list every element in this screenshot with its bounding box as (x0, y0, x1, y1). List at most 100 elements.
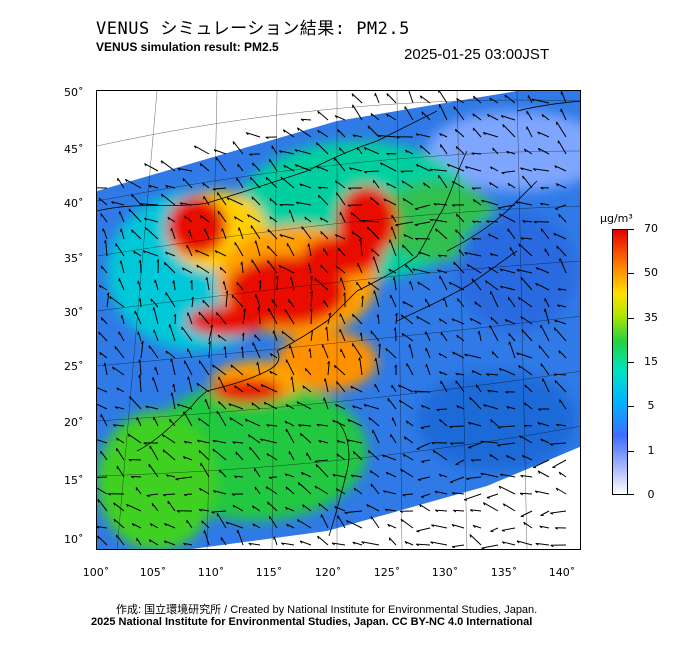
colorbar-tick (628, 406, 634, 407)
wind-vector (212, 439, 227, 444)
wind-vector-head (401, 180, 404, 184)
wind-vector (339, 328, 346, 342)
wind-vector-head (520, 277, 523, 281)
wind-vector-head (408, 344, 411, 348)
wind-vector (301, 226, 312, 240)
wind-vector-head (202, 299, 204, 304)
wind-vector-head (516, 540, 520, 544)
wind-vector (234, 216, 244, 223)
wind-vector-head (113, 502, 116, 506)
wind-vector-head (417, 281, 420, 285)
wind-vector (481, 199, 499, 206)
wind-vector (199, 487, 210, 495)
wind-vector-head (116, 437, 119, 441)
wind-vector-head (501, 529, 505, 532)
wind-vector-head (129, 396, 131, 400)
wind-vector (266, 453, 278, 461)
wind-vector (457, 298, 465, 308)
wind-vector (308, 243, 312, 257)
wind-vector-head (519, 435, 522, 439)
wind-vector (144, 226, 159, 240)
wind-vector (196, 382, 210, 393)
wind-vector-head (142, 250, 146, 254)
wind-vector (386, 113, 397, 121)
wind-vector-head (537, 148, 541, 152)
wind-vector (97, 476, 108, 479)
wind-vector (452, 492, 465, 495)
wind-vector (415, 133, 431, 138)
wind-vector (269, 158, 278, 172)
wind-vector (504, 318, 516, 325)
wind-vector-head (156, 259, 159, 263)
wind-vector-head (472, 127, 475, 131)
colorbar-label: 1 (647, 444, 655, 457)
wind-vector-head (167, 216, 170, 221)
wind-vector-head (279, 150, 282, 154)
wind-vector (134, 310, 142, 325)
wind-vector-head (500, 115, 504, 119)
wind-vector-head (223, 346, 226, 350)
wind-vector (135, 487, 142, 495)
wind-vector-head (148, 539, 152, 543)
wind-vector (323, 248, 329, 257)
wind-vector-head (352, 313, 354, 318)
wind-vector (404, 541, 414, 546)
wind-vector-head (454, 129, 457, 133)
wind-vector-head (520, 316, 523, 320)
wind-vector (412, 268, 431, 274)
wind-vector (291, 376, 295, 393)
wind-vector-head (163, 262, 166, 266)
wind-vector-head (115, 534, 118, 538)
wind-vector (252, 523, 261, 529)
wind-vector (500, 285, 516, 291)
wind-vector (302, 504, 312, 512)
wind-vector (120, 228, 125, 240)
wind-vector (353, 487, 363, 495)
wind-vector (217, 210, 227, 223)
wind-vector (225, 290, 229, 308)
wind-vector (284, 473, 295, 478)
wind-vector (338, 247, 346, 257)
wind-vector (351, 474, 363, 478)
wind-vector-head (267, 229, 270, 233)
title-english: VENUS simulation result: PM2.5 (96, 40, 279, 54)
wind-vector-head (263, 401, 267, 405)
wind-vector-head (266, 453, 269, 457)
wind-vector (290, 277, 295, 291)
wind-vector (128, 459, 142, 461)
wind-vector-head (300, 472, 304, 476)
wind-vector-head (520, 167, 524, 171)
wind-vector (267, 229, 278, 240)
wind-vector (363, 146, 380, 155)
wind-vector-head (409, 281, 411, 285)
wind-vector-head (378, 343, 381, 347)
wind-vector (162, 449, 176, 461)
wind-vector (197, 439, 210, 444)
wind-vector (469, 317, 482, 325)
wind-vector (405, 264, 414, 274)
wind-vector-head (296, 401, 300, 405)
wind-vector-head (222, 281, 225, 285)
wind-vector (367, 125, 380, 138)
wind-vector-head (469, 534, 472, 538)
lat-label: 20˚ (64, 416, 84, 429)
wind-vector-head (384, 508, 388, 512)
wind-vector-head (212, 188, 216, 191)
wind-vector-head (486, 497, 490, 499)
wind-vector-head (418, 251, 422, 255)
wind-vector-head (216, 312, 218, 316)
wind-vector (105, 240, 108, 257)
wind-vector-head (170, 227, 172, 232)
wind-vector-head (555, 487, 559, 491)
wind-vector (212, 364, 227, 376)
wind-vector (327, 312, 332, 325)
wind-vector (97, 387, 108, 393)
wind-vector (139, 260, 142, 274)
wind-vector (285, 359, 295, 376)
wind-vector (516, 269, 533, 274)
wind-vector-head (120, 314, 123, 319)
wind-vector (474, 301, 482, 308)
wind-vector (251, 196, 261, 206)
wind-vector-head (386, 93, 389, 97)
wind-vector-head (370, 113, 373, 117)
